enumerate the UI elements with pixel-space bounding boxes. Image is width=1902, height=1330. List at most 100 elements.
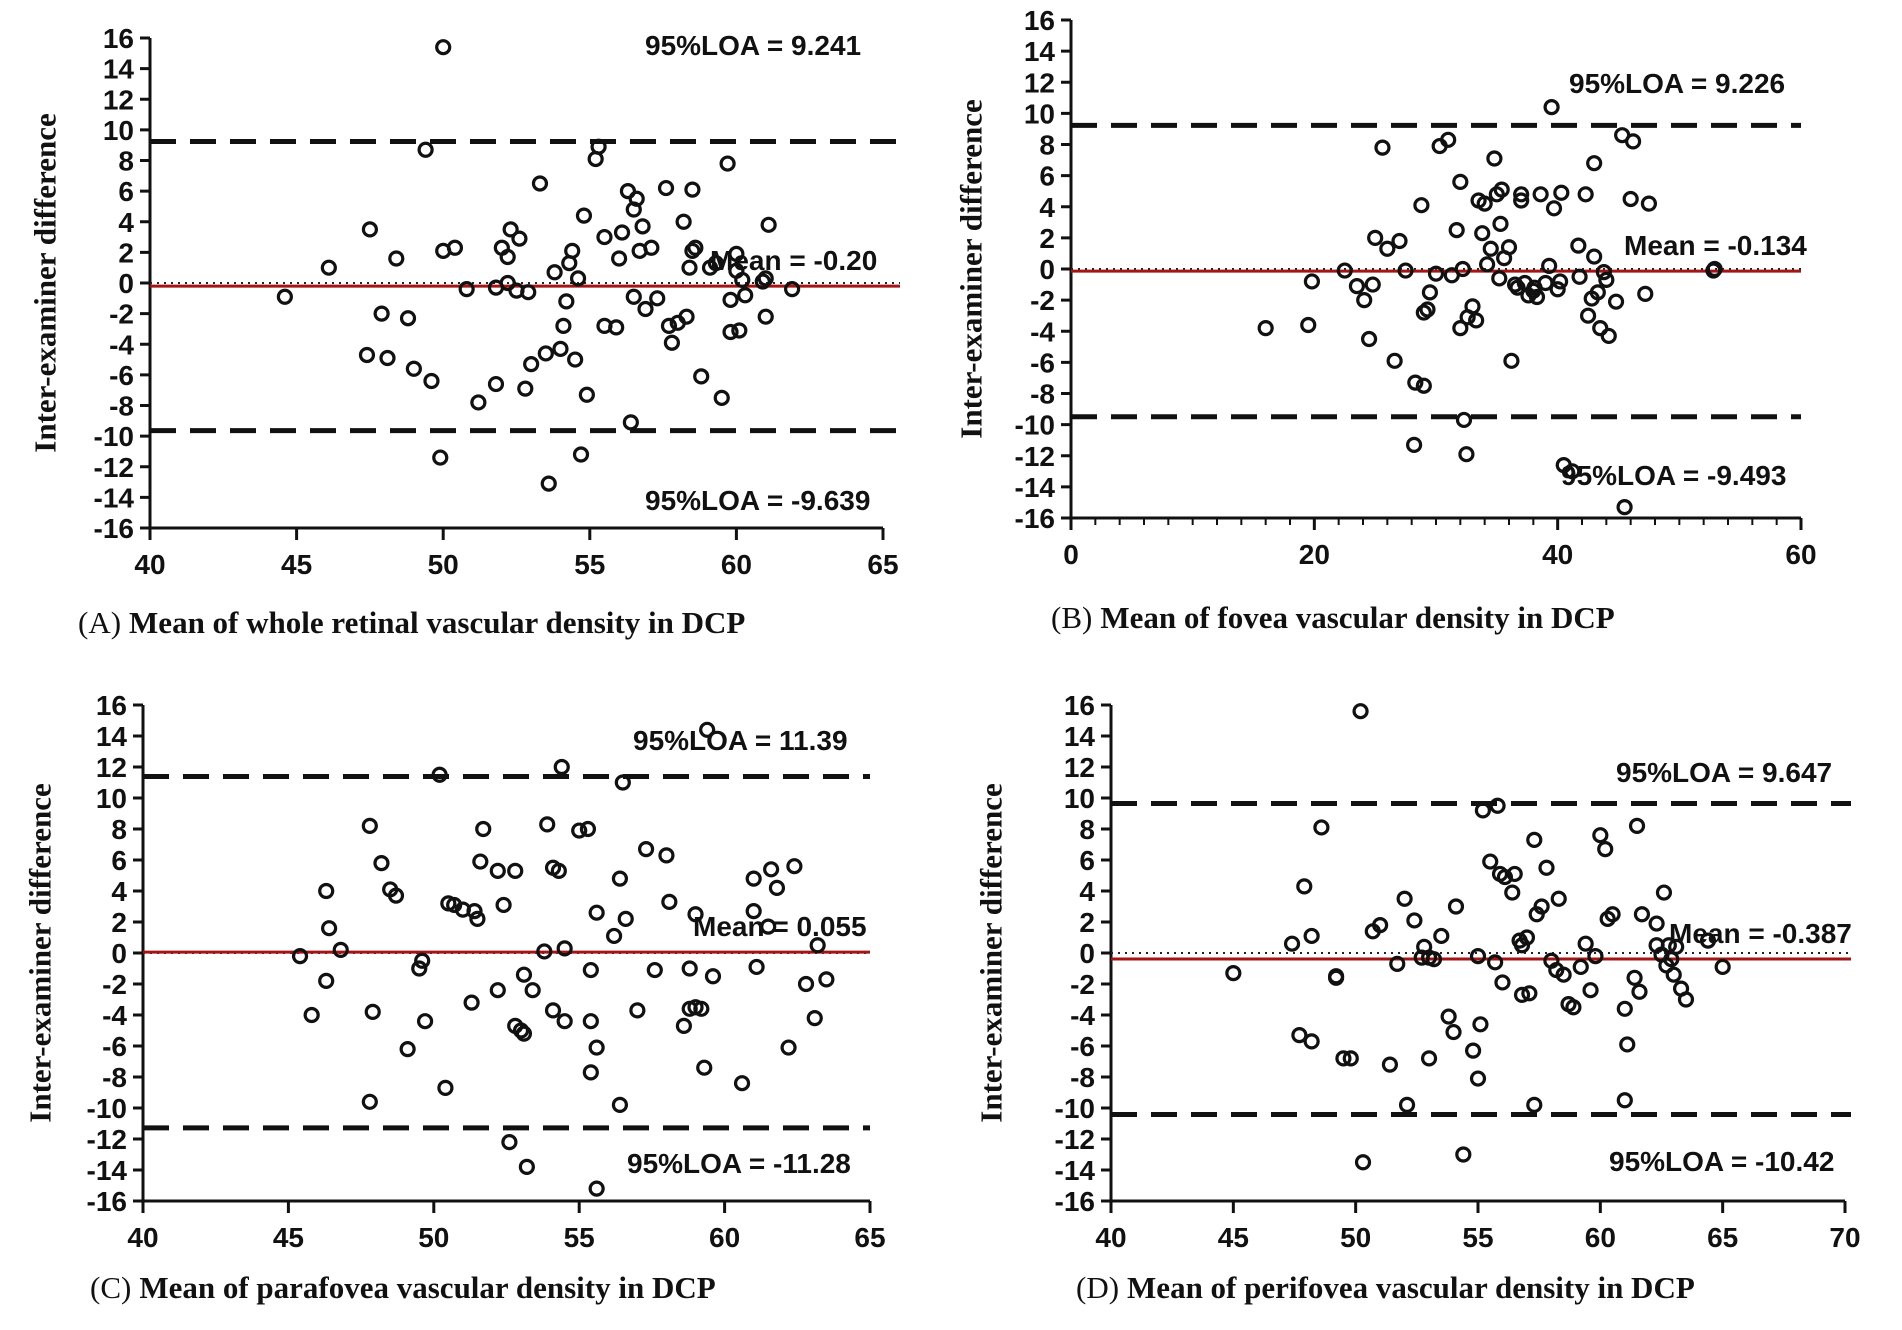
panel-d-data-point bbox=[1677, 991, 1695, 1008]
panel-b-y-tick-label: 4 bbox=[1039, 192, 1055, 223]
panel-a-y-tick-label: 4 bbox=[118, 207, 134, 238]
panel-a-data-point bbox=[511, 230, 528, 247]
panel-a-data-point bbox=[757, 308, 774, 325]
panel-a-data-point bbox=[622, 414, 639, 431]
panel-c-data-point bbox=[387, 887, 405, 904]
panel-d-data-point bbox=[1225, 965, 1242, 982]
panel-b-data-point bbox=[1607, 293, 1625, 310]
panel-b-data-point bbox=[1586, 155, 1603, 172]
panel-a-mean-label: Mean = -0.20 bbox=[710, 245, 877, 276]
panel-d-data-point bbox=[1506, 865, 1523, 883]
panel-b-data-point bbox=[1486, 150, 1503, 167]
panel-d-data-point bbox=[1616, 1000, 1633, 1017]
panel-d-data-point bbox=[1592, 827, 1609, 844]
panel-b-data-point bbox=[1348, 278, 1366, 295]
panel-a-y-tick-label: 6 bbox=[118, 176, 134, 207]
panel-c-data-point bbox=[617, 910, 634, 927]
panel-b-data-point bbox=[1513, 186, 1530, 203]
panel-d-data-point bbox=[1699, 932, 1717, 949]
panel-d-data-point bbox=[1381, 1056, 1399, 1073]
panel-d-y-tick-label: 16 bbox=[1064, 690, 1095, 721]
panel-a-data-point bbox=[649, 290, 666, 307]
panel-a-y-tick-label: -8 bbox=[109, 391, 134, 422]
panel-b-data-point bbox=[1452, 173, 1469, 190]
panel-c-data-point bbox=[605, 927, 623, 945]
panel-d-y-tick-label: 4 bbox=[1079, 876, 1095, 907]
panel-d-data-point bbox=[1597, 841, 1614, 858]
panel-d-data-point bbox=[1469, 948, 1487, 965]
panel-c-y-tick-label: 2 bbox=[111, 907, 127, 938]
panel-d-data-point bbox=[1526, 1096, 1543, 1113]
panel-c-data-point bbox=[780, 1039, 797, 1056]
panel-b-data-point bbox=[1367, 229, 1384, 246]
panel-b-y-tick-label: -10 bbox=[1015, 410, 1055, 441]
panel-b-data-point bbox=[1303, 273, 1320, 290]
panel-b-data-point bbox=[1464, 298, 1481, 315]
panel-c-data-point bbox=[588, 904, 605, 921]
panel-b-y-tick-label: -14 bbox=[1015, 472, 1056, 503]
panel-a-y-tick-label: 14 bbox=[103, 54, 135, 85]
panel-c-data-point bbox=[745, 870, 762, 887]
panel-c-data-point bbox=[364, 1003, 381, 1020]
panel-d-data-point bbox=[1494, 974, 1511, 991]
panel-c-y-tick-label: 8 bbox=[111, 814, 127, 845]
panel-d-data-point bbox=[1489, 797, 1506, 814]
panel-b-y-tick-label: 10 bbox=[1024, 98, 1055, 129]
panel-a-data-point bbox=[540, 475, 557, 492]
panel-a-y-tick-label: -14 bbox=[94, 482, 135, 513]
panel-b-data-point bbox=[1545, 200, 1563, 217]
panel-a-y-tick-label: -4 bbox=[109, 329, 134, 360]
panel-d-data-point bbox=[1482, 853, 1499, 870]
panel-d-data-point bbox=[1425, 951, 1443, 968]
panel-c-data-point bbox=[818, 971, 835, 988]
panel-c-data-point bbox=[361, 817, 378, 834]
panel-d-caption-text: Mean of perifovea vascular density in DC… bbox=[1127, 1270, 1695, 1305]
panel-a-upper-loa-label: 95%LOA = 9.241 bbox=[645, 30, 861, 61]
panel-c-y-axis-label: Inter-examiner difference bbox=[23, 783, 58, 1122]
panel-d-data-point bbox=[1577, 935, 1594, 952]
panel-b-data-point bbox=[1541, 257, 1558, 274]
panel-d-data-point bbox=[1628, 817, 1646, 834]
panel-b-data-point bbox=[1379, 240, 1396, 257]
panel-c-data-point bbox=[614, 774, 631, 791]
panel-c-y-tick-label: -6 bbox=[102, 1031, 127, 1062]
panel-c-y-tick-label: -8 bbox=[102, 1062, 127, 1093]
panel-d-y-tick-label: -12 bbox=[1055, 1124, 1095, 1155]
panel-d-data-point bbox=[1631, 983, 1648, 1000]
panel-a-x-tick-label: 60 bbox=[721, 549, 752, 580]
panel-b-data-point bbox=[1478, 256, 1496, 273]
panel-c-data-point bbox=[411, 960, 428, 977]
panel-b-data-point bbox=[1364, 276, 1381, 293]
panel-a-data-point bbox=[470, 394, 487, 411]
panel-a-data-point bbox=[684, 181, 701, 198]
panel-d-data-point bbox=[1533, 898, 1550, 915]
panel-b-data-point bbox=[1386, 352, 1403, 369]
panel-d-data-point bbox=[1398, 1096, 1416, 1113]
panel-c-data-point bbox=[318, 882, 335, 900]
panel-b-data-point bbox=[1419, 301, 1436, 318]
panel-c-x-tick-label: 55 bbox=[564, 1222, 595, 1253]
panel-a-data-point bbox=[681, 259, 698, 276]
panel-c-x-tick-label: 60 bbox=[709, 1222, 740, 1253]
panel-a-data-point bbox=[458, 281, 475, 298]
panel-a-data-point bbox=[684, 242, 701, 259]
panel-b-data-point bbox=[1452, 320, 1469, 337]
panel-b-y-tick-label: 12 bbox=[1024, 67, 1055, 98]
panel-d-data-point bbox=[1582, 982, 1599, 999]
panel-b-data-point bbox=[1474, 225, 1491, 242]
panel-c-y-tick-label: -2 bbox=[102, 969, 127, 1000]
panel-d-upper-loa-label: 95%LOA = 9.647 bbox=[1616, 757, 1832, 788]
panel-b-data-point bbox=[1637, 285, 1654, 302]
panel-a-data-point bbox=[611, 250, 628, 267]
panel-a-data-point bbox=[628, 190, 645, 207]
panel-c-data-point bbox=[437, 1079, 454, 1096]
panel-a-y-tick-label: 0 bbox=[118, 268, 134, 299]
panel-a-y-tick-label: 10 bbox=[103, 115, 134, 146]
panel-d-data-point bbox=[1396, 890, 1413, 907]
panel-a-data-point bbox=[558, 293, 575, 310]
panel-c-data-point bbox=[768, 879, 786, 896]
panel-a-data-point bbox=[734, 271, 751, 289]
panel-a-data-point bbox=[399, 310, 417, 327]
panel-d-data-point bbox=[1291, 1027, 1308, 1044]
